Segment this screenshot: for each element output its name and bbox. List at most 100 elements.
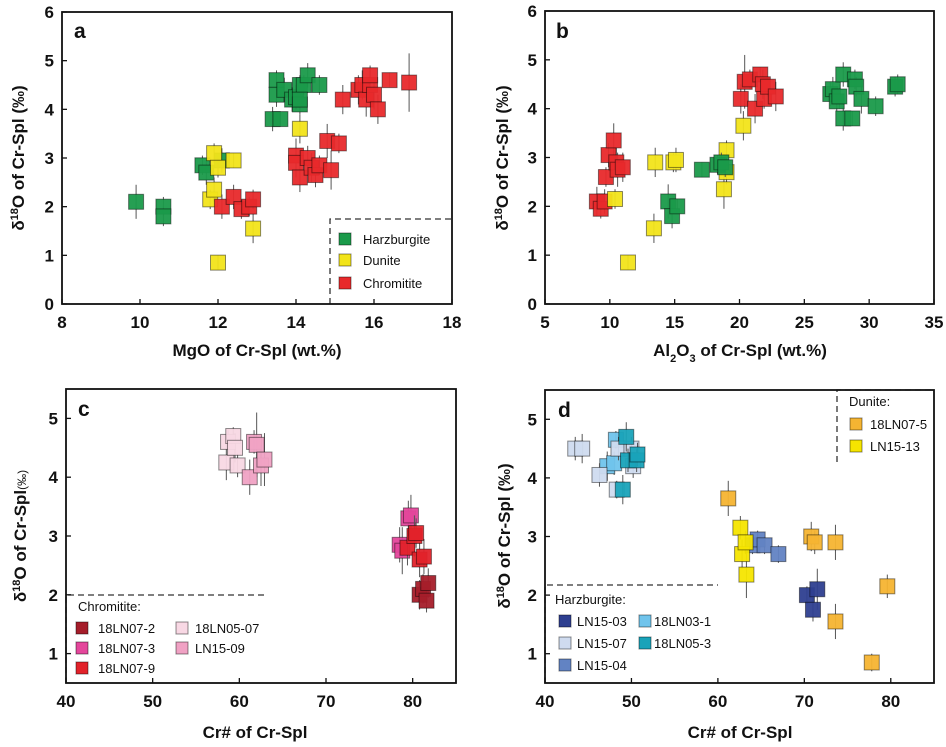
data-point (619, 254, 636, 271)
series-dunite (607, 111, 752, 271)
legend-swatch (338, 232, 352, 246)
legend-label: 18LN05-07 (195, 621, 259, 636)
panel-letter: d (558, 399, 571, 422)
label-part: 2 (670, 353, 676, 365)
legend-item: LN15-13 (849, 439, 920, 454)
y-tick-label: 3 (45, 149, 54, 168)
data-point (827, 534, 844, 551)
legend-swatch (558, 614, 572, 628)
data-point (606, 455, 623, 472)
legend-label: 18LN07-2 (98, 621, 155, 636)
label-part: δ (9, 220, 28, 230)
legend: Harzburgite: LN15-03 18LN03-1 LN15-07 18LN05… (555, 592, 711, 673)
data-point (245, 220, 262, 237)
data-point (241, 469, 258, 486)
data-point (879, 578, 896, 595)
data-point (408, 525, 425, 542)
data-point (362, 67, 379, 84)
x-tick-label: 8 (57, 313, 66, 332)
data-point (334, 91, 351, 108)
data-point (210, 159, 226, 176)
data-point (629, 446, 646, 463)
y-tick-label: 3 (528, 528, 537, 547)
series-18ln07-2 (411, 568, 437, 613)
legend-item: 18LN07-2 (75, 621, 155, 636)
series-chromitite (588, 54, 784, 219)
panel-d: 40 50 60 70 80 1 2 3 4 5 d Cr# of Cr-Spl δ18O of Cr-… (495, 389, 935, 742)
data-point (128, 193, 145, 210)
x-tick-label: 70 (795, 692, 814, 711)
label-part: 18 (9, 208, 21, 220)
label-part: 18 (11, 580, 23, 592)
x-tick-label: 10 (131, 313, 150, 332)
label-part: Cr# of Cr-Spl (203, 723, 308, 742)
y-tick-label: 1 (528, 645, 537, 664)
data-point (756, 537, 773, 554)
y-tick-label: 4 (45, 100, 55, 119)
legend-swatch (638, 614, 652, 628)
legend-label: 18LN03-1 (654, 614, 711, 629)
data-point (415, 548, 432, 565)
y-tick-label: 3 (49, 527, 58, 546)
legend-swatch (75, 641, 89, 655)
data-point (291, 169, 308, 186)
legend-title: Dunite: (849, 394, 890, 409)
y-tick-label: 0 (45, 295, 54, 314)
label-part: δ (495, 598, 514, 608)
label-part: δ (11, 592, 30, 602)
legend-label: Dunite (363, 253, 401, 268)
legend-box (65, 594, 268, 683)
data-point (206, 145, 223, 162)
data-point (206, 181, 223, 198)
x-axis-label: Al2O3 of Cr-Spl (wt.%) (653, 341, 827, 365)
data-point (867, 98, 884, 115)
data-point (155, 208, 172, 225)
legend-label: LN15-09 (195, 641, 245, 656)
x-tick-label: 18 (443, 313, 462, 332)
data-point (366, 86, 382, 103)
label-part: O of Cr-Spl (‰) (9, 85, 28, 208)
y-tick-label: 1 (45, 246, 54, 265)
x-tick-label: 50 (143, 692, 162, 711)
label-part: Cr# of Cr-Spl (688, 723, 793, 742)
legend-title: Chromitite: (78, 599, 141, 614)
legend: Chromitite: 18LN07-2 18LN07-3 18LN07-9 18LN0… (75, 599, 259, 676)
data-point (735, 117, 752, 134)
series-ln15-09 (241, 412, 273, 495)
data-point (614, 159, 631, 176)
data-point (806, 534, 823, 551)
x-tick-label: 70 (317, 692, 336, 711)
legend-swatch (338, 276, 352, 290)
data-point (669, 198, 686, 215)
data-point (311, 77, 328, 93)
data-point (291, 120, 308, 137)
y-tick-label: 5 (528, 410, 537, 429)
data-point (245, 191, 262, 208)
legend-item: LN15-07 (558, 636, 627, 651)
legend-title: Harzburgite: (555, 592, 626, 607)
plot-frame (65, 388, 457, 684)
legend-item: Chromitite (338, 276, 422, 291)
data-point (225, 188, 242, 205)
y-tick-label: 5 (528, 51, 537, 70)
legend-swatch (558, 636, 572, 650)
legend-item: 18LN05-3 (638, 636, 711, 651)
data-point (732, 519, 749, 536)
data-point (291, 91, 308, 108)
data-point (618, 428, 635, 445)
data-point (591, 466, 608, 483)
legend-swatch (75, 621, 89, 635)
x-tick-label: 35 (925, 313, 944, 332)
panel-c: 40 50 60 70 80 1 2 3 4 5 c Cr# of Cr-Spl δ18O of Cr-… (11, 388, 457, 742)
y-tick-label: 6 (528, 2, 537, 21)
y-tick-label: 5 (45, 52, 54, 71)
data-point (248, 436, 265, 453)
series-ln15-13 (732, 515, 755, 599)
data-point (844, 110, 861, 127)
x-axis-label: Cr# of Cr-Spl (688, 723, 793, 742)
data-point (667, 151, 684, 168)
series-dunite (202, 114, 308, 271)
legend-label: 18LN07-5 (870, 417, 927, 432)
data-point (330, 135, 347, 152)
